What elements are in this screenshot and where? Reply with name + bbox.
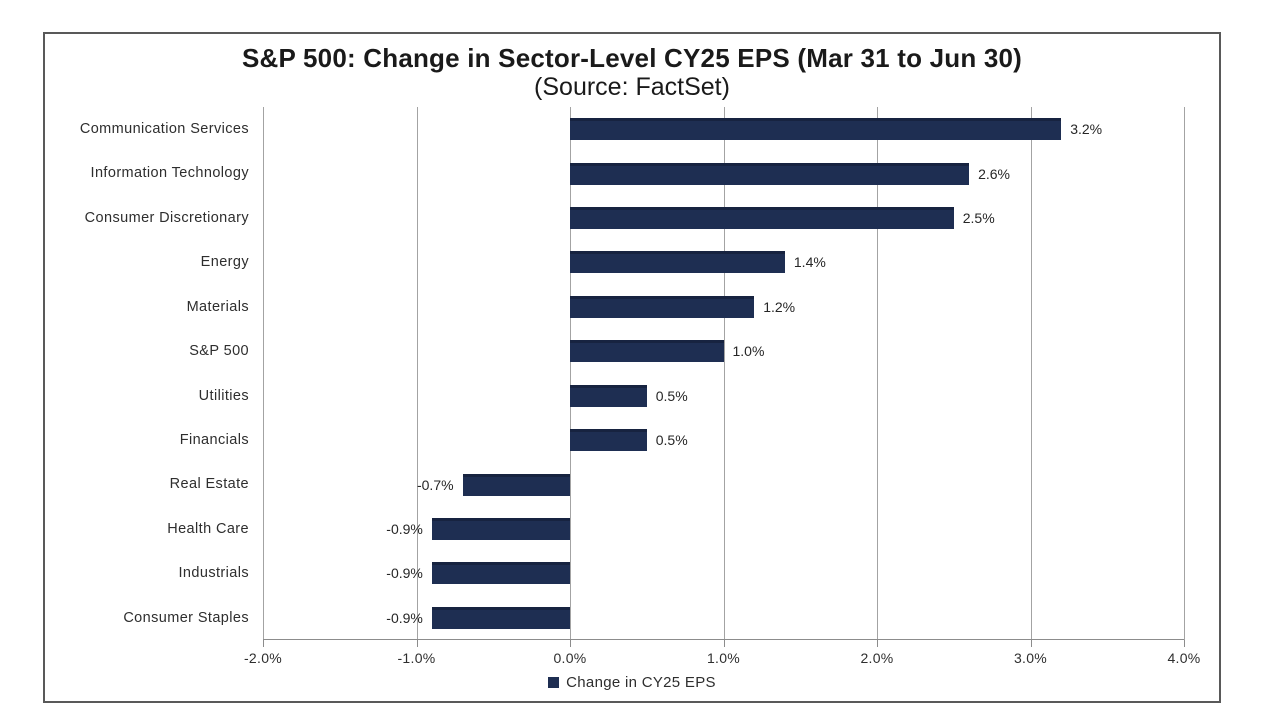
chart-subtitle: (Source: FactSet) xyxy=(534,73,730,101)
chart-frame: S&P 500: Change in Sector-Level CY25 EPS… xyxy=(43,32,1221,703)
x-tick xyxy=(263,640,264,647)
category-label: Communication Services xyxy=(79,121,249,137)
bar-value-label: 1.2% xyxy=(763,298,796,315)
plot-area: 3.2% 2.6% 2.5% 1.4% 1.2% 1.0% 0.5% 0.5% -0.7% -0.… xyxy=(263,107,1185,640)
category-label: Health Care xyxy=(167,520,249,537)
category-label: S&P 500 xyxy=(189,343,249,360)
gridline xyxy=(1030,107,1032,640)
x-tick xyxy=(416,640,418,647)
x-tick xyxy=(723,640,725,647)
x-tick xyxy=(877,640,878,647)
x-tick-label: 2.0% xyxy=(860,650,894,666)
category-label: Materials xyxy=(186,298,249,315)
bar-value-label: 2.6% xyxy=(978,165,1011,182)
legend-label: Change in CY25 EPS xyxy=(566,674,716,691)
bar xyxy=(431,562,570,585)
gridline xyxy=(723,107,725,640)
bar-value-label: -0.7% xyxy=(416,476,454,493)
bar xyxy=(431,606,570,629)
chart-title: S&P 500: Change in Sector-Level CY25 EPS… xyxy=(241,43,1023,73)
bar-value-label: 1.4% xyxy=(793,254,826,271)
category-label: Consumer Staples xyxy=(123,609,249,626)
bar xyxy=(570,251,785,274)
x-tick xyxy=(570,640,571,647)
legend: Change in CY25 EPS xyxy=(45,674,1219,691)
gridline xyxy=(1184,107,1185,640)
category-label: Industrials xyxy=(178,565,249,582)
bar xyxy=(570,162,970,185)
bar-value-label: 1.0% xyxy=(732,343,765,360)
x-tick-label: 3.0% xyxy=(1013,650,1048,666)
bar xyxy=(570,429,647,452)
bar xyxy=(431,517,570,540)
category-label: Utilities xyxy=(198,387,249,404)
gridline xyxy=(416,107,418,640)
legend-swatch-icon xyxy=(548,677,560,688)
bar xyxy=(570,340,724,363)
bar-value-label: -0.9% xyxy=(386,565,423,582)
category-label: Information Technology xyxy=(90,165,249,182)
gridline xyxy=(570,107,571,640)
title-block: S&P 500: Change in Sector-Level CY25 EPS… xyxy=(45,43,1219,101)
gridline xyxy=(877,107,878,640)
category-label: Financials xyxy=(179,431,249,448)
bar-value-label: 0.5% xyxy=(655,387,688,404)
x-tick-label: 0.0% xyxy=(553,650,587,666)
x-tick-label: -1.0% xyxy=(397,650,436,666)
gridline xyxy=(263,107,264,640)
bar-value-label: 3.2% xyxy=(1070,121,1103,138)
x-tick-label: -2.0% xyxy=(243,650,283,666)
bar xyxy=(570,384,647,407)
x-tick xyxy=(1184,640,1185,647)
x-tick-label: 4.0% xyxy=(1167,650,1201,666)
category-label: Consumer Discretionary xyxy=(84,209,249,226)
bar xyxy=(570,295,755,318)
x-tick-label: 1.0% xyxy=(706,650,741,666)
category-label: Energy xyxy=(200,254,249,271)
x-axis-line xyxy=(263,639,1184,640)
bar xyxy=(462,473,570,496)
bar xyxy=(570,207,954,230)
bar-value-label: -0.9% xyxy=(386,609,423,626)
x-tick xyxy=(1030,640,1032,647)
bar xyxy=(570,118,1062,141)
bar-value-label: -0.9% xyxy=(386,520,423,537)
category-label: Real Estate xyxy=(169,476,249,493)
bar-value-label: 2.5% xyxy=(962,210,995,227)
bar-value-label: 0.5% xyxy=(655,432,688,449)
